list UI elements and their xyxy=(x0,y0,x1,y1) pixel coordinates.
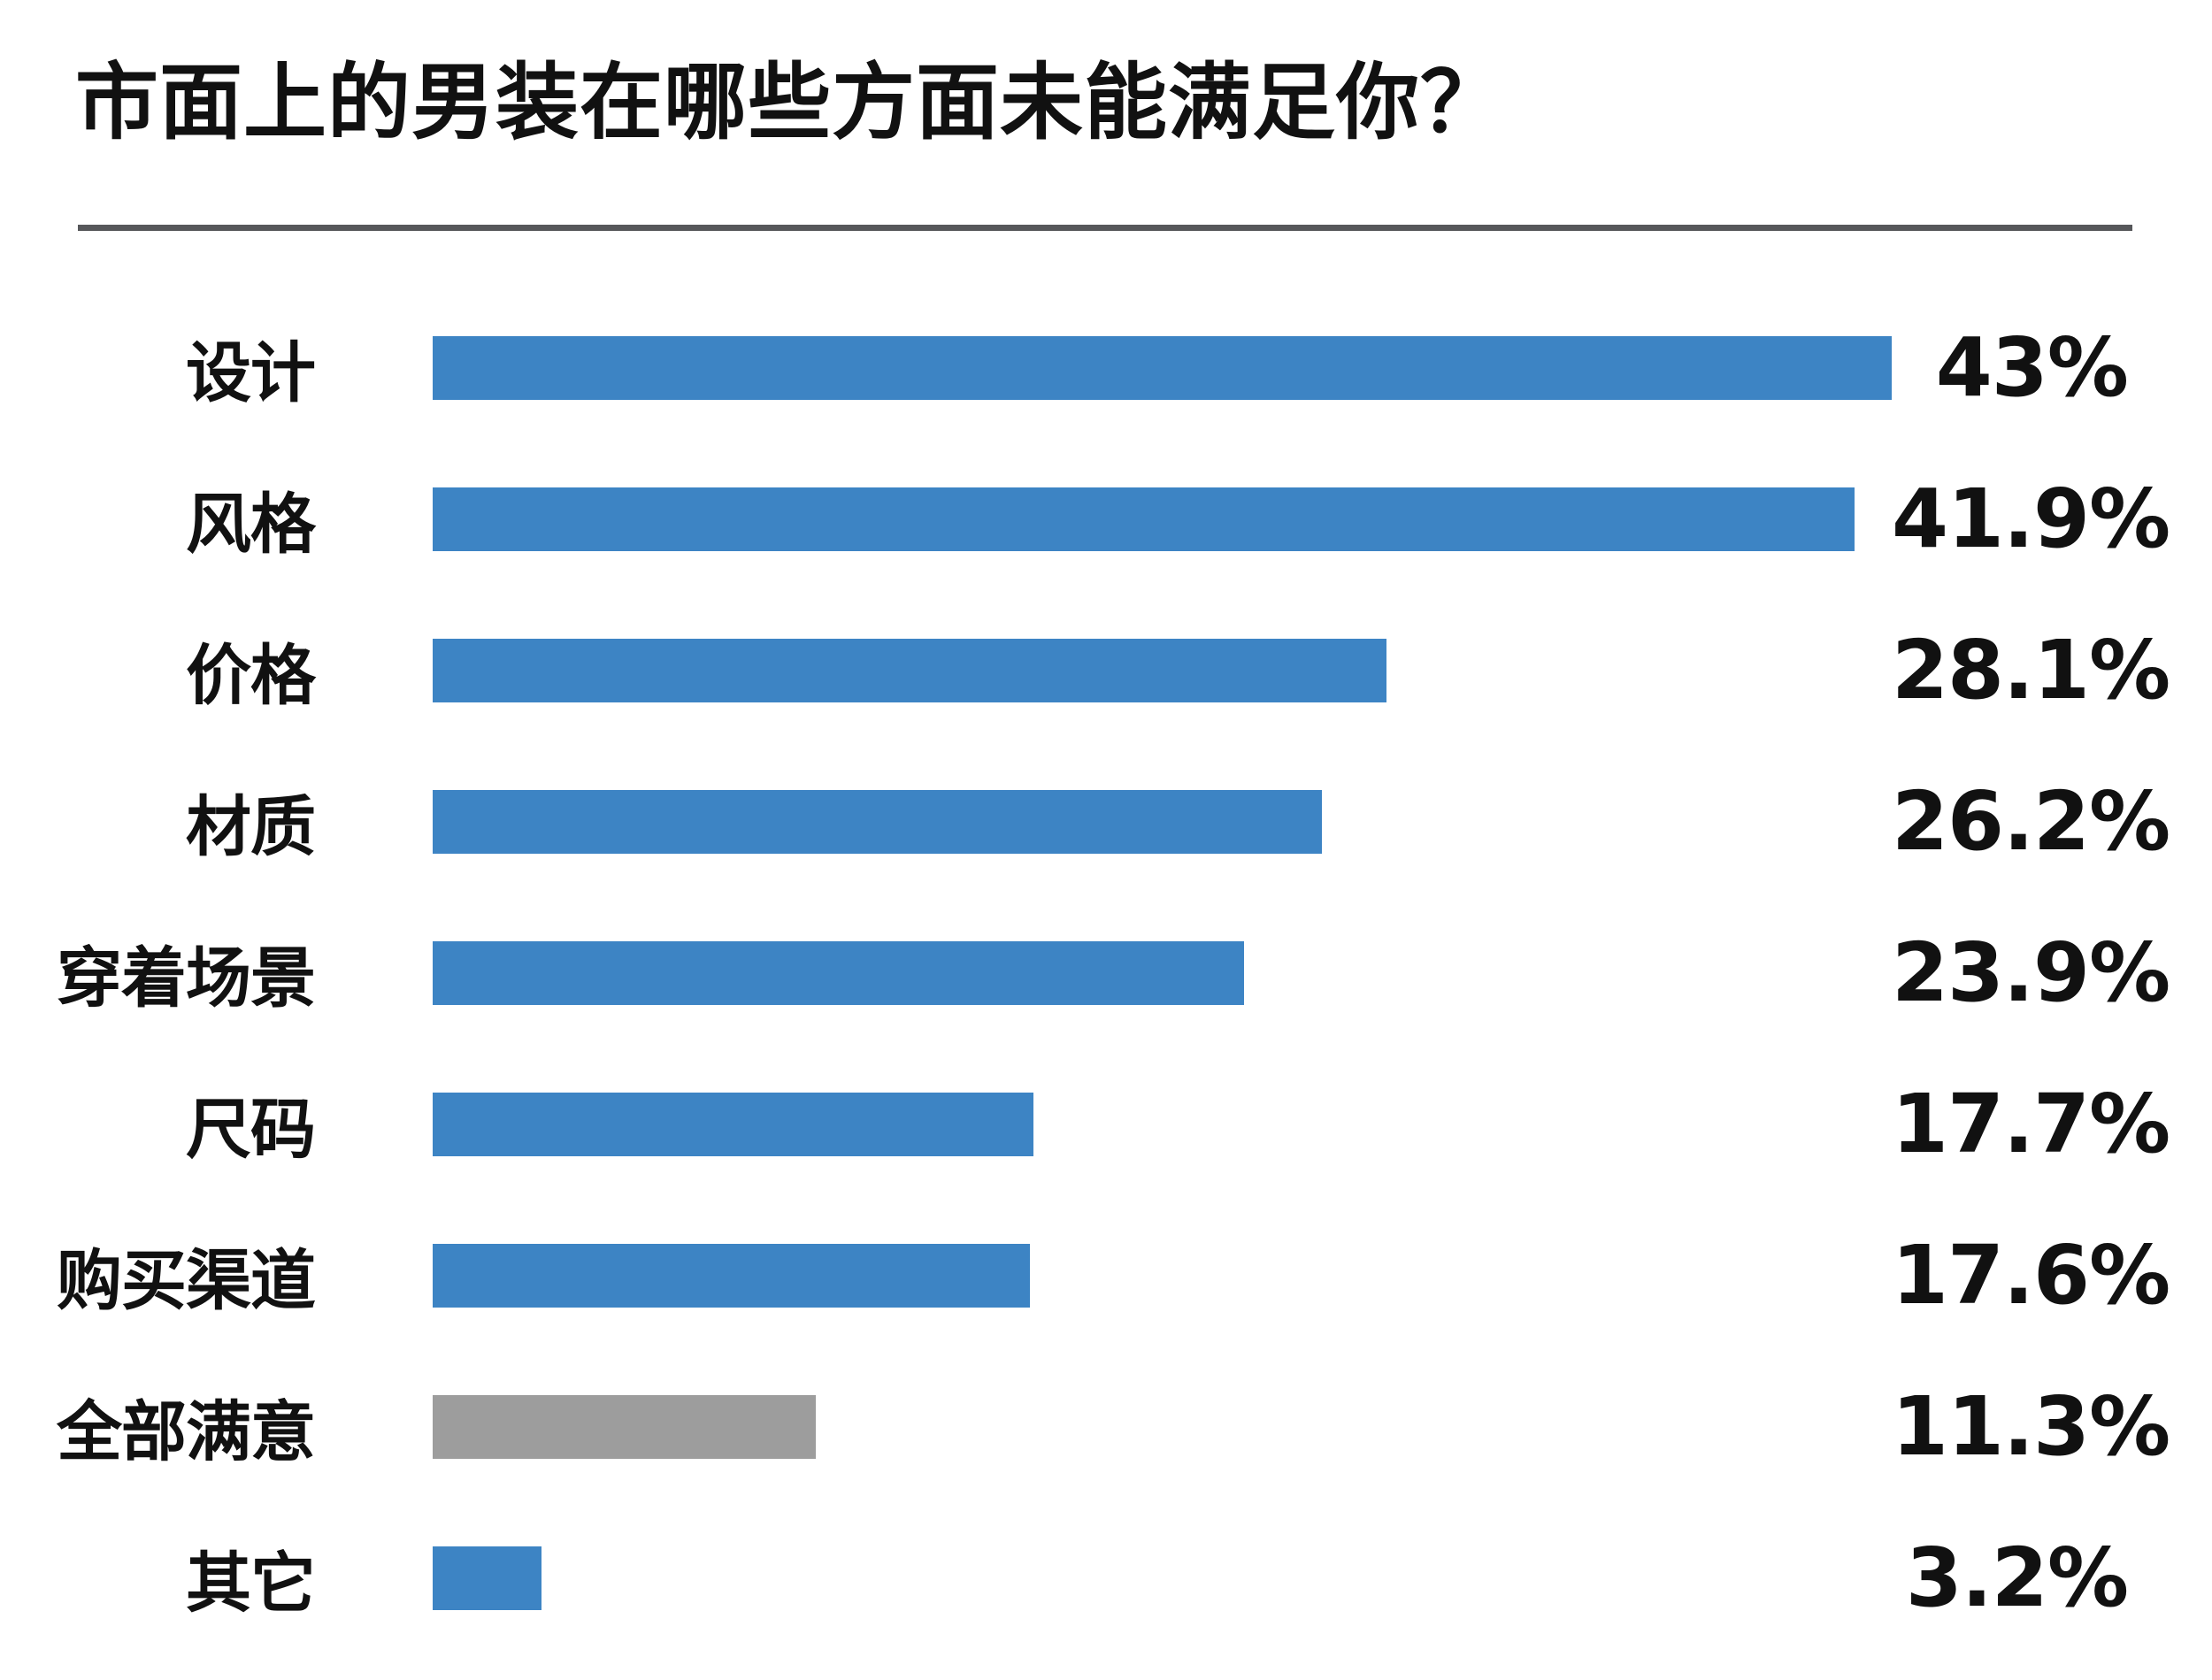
value-label: 28.1% xyxy=(1892,623,2170,717)
value-label: 41.9% xyxy=(1892,472,2170,566)
bar xyxy=(433,1546,541,1610)
bar-row: 价格 28.1% xyxy=(53,595,2170,746)
category-label: 风格 xyxy=(186,487,316,563)
bar xyxy=(433,789,1322,854)
bar-track xyxy=(433,1546,1892,1610)
value-label: 3.2% xyxy=(1905,1530,2129,1625)
bar-track xyxy=(433,335,1892,400)
bar-row: 全部满意 11.3% xyxy=(53,1351,2170,1502)
value-label: 17.6% xyxy=(1892,1228,2170,1323)
bar-track xyxy=(433,1092,1892,1156)
value-label: 17.7% xyxy=(1892,1077,2170,1171)
bar-track xyxy=(433,940,1892,1005)
category-label: 全部满意 xyxy=(57,1394,316,1470)
title-divider xyxy=(78,225,2132,231)
chart-title: 市面上的男装在哪些方面未能满足你？ xyxy=(75,55,1505,151)
bar-row: 尺码 17.7% xyxy=(53,1048,2170,1200)
category-label: 尺码 xyxy=(186,1092,316,1168)
category-label: 穿着场景 xyxy=(57,940,316,1016)
bar xyxy=(433,940,1244,1005)
bar-track xyxy=(433,1243,1892,1308)
category-label: 其它 xyxy=(186,1546,316,1622)
value-label: 11.3% xyxy=(1892,1379,2170,1474)
bar-track xyxy=(433,487,1892,551)
bar xyxy=(433,638,1386,702)
bar xyxy=(433,335,1892,400)
bar-row: 设计 43% xyxy=(53,292,2129,443)
bar xyxy=(433,1092,1033,1156)
value-label: 43% xyxy=(1935,320,2129,415)
bar xyxy=(433,487,1855,551)
bar xyxy=(433,1394,817,1459)
bar xyxy=(433,1243,1030,1308)
value-label: 23.9% xyxy=(1892,925,2170,1020)
value-label: 26.2% xyxy=(1892,774,2170,869)
bar-row: 其它 3.2% xyxy=(53,1502,2129,1653)
bar-track xyxy=(433,789,1892,854)
bar-row: 材质 26.2% xyxy=(53,746,2170,897)
bar-row: 风格 41.9% xyxy=(53,443,2170,595)
category-label: 设计 xyxy=(186,335,316,411)
bar-track xyxy=(433,638,1892,702)
category-label: 购买渠道 xyxy=(57,1243,316,1319)
category-label: 材质 xyxy=(186,789,316,865)
bar-row: 穿着场景 23.9% xyxy=(53,897,2170,1048)
bar-row: 购买渠道 17.6% xyxy=(53,1200,2170,1351)
category-label: 价格 xyxy=(186,638,316,714)
bar-chart: 设计 43% 风格 41.9% 价格 28.1% 材质 26.2% 穿着场景 2… xyxy=(53,292,2170,1653)
bar-track xyxy=(433,1394,1892,1459)
